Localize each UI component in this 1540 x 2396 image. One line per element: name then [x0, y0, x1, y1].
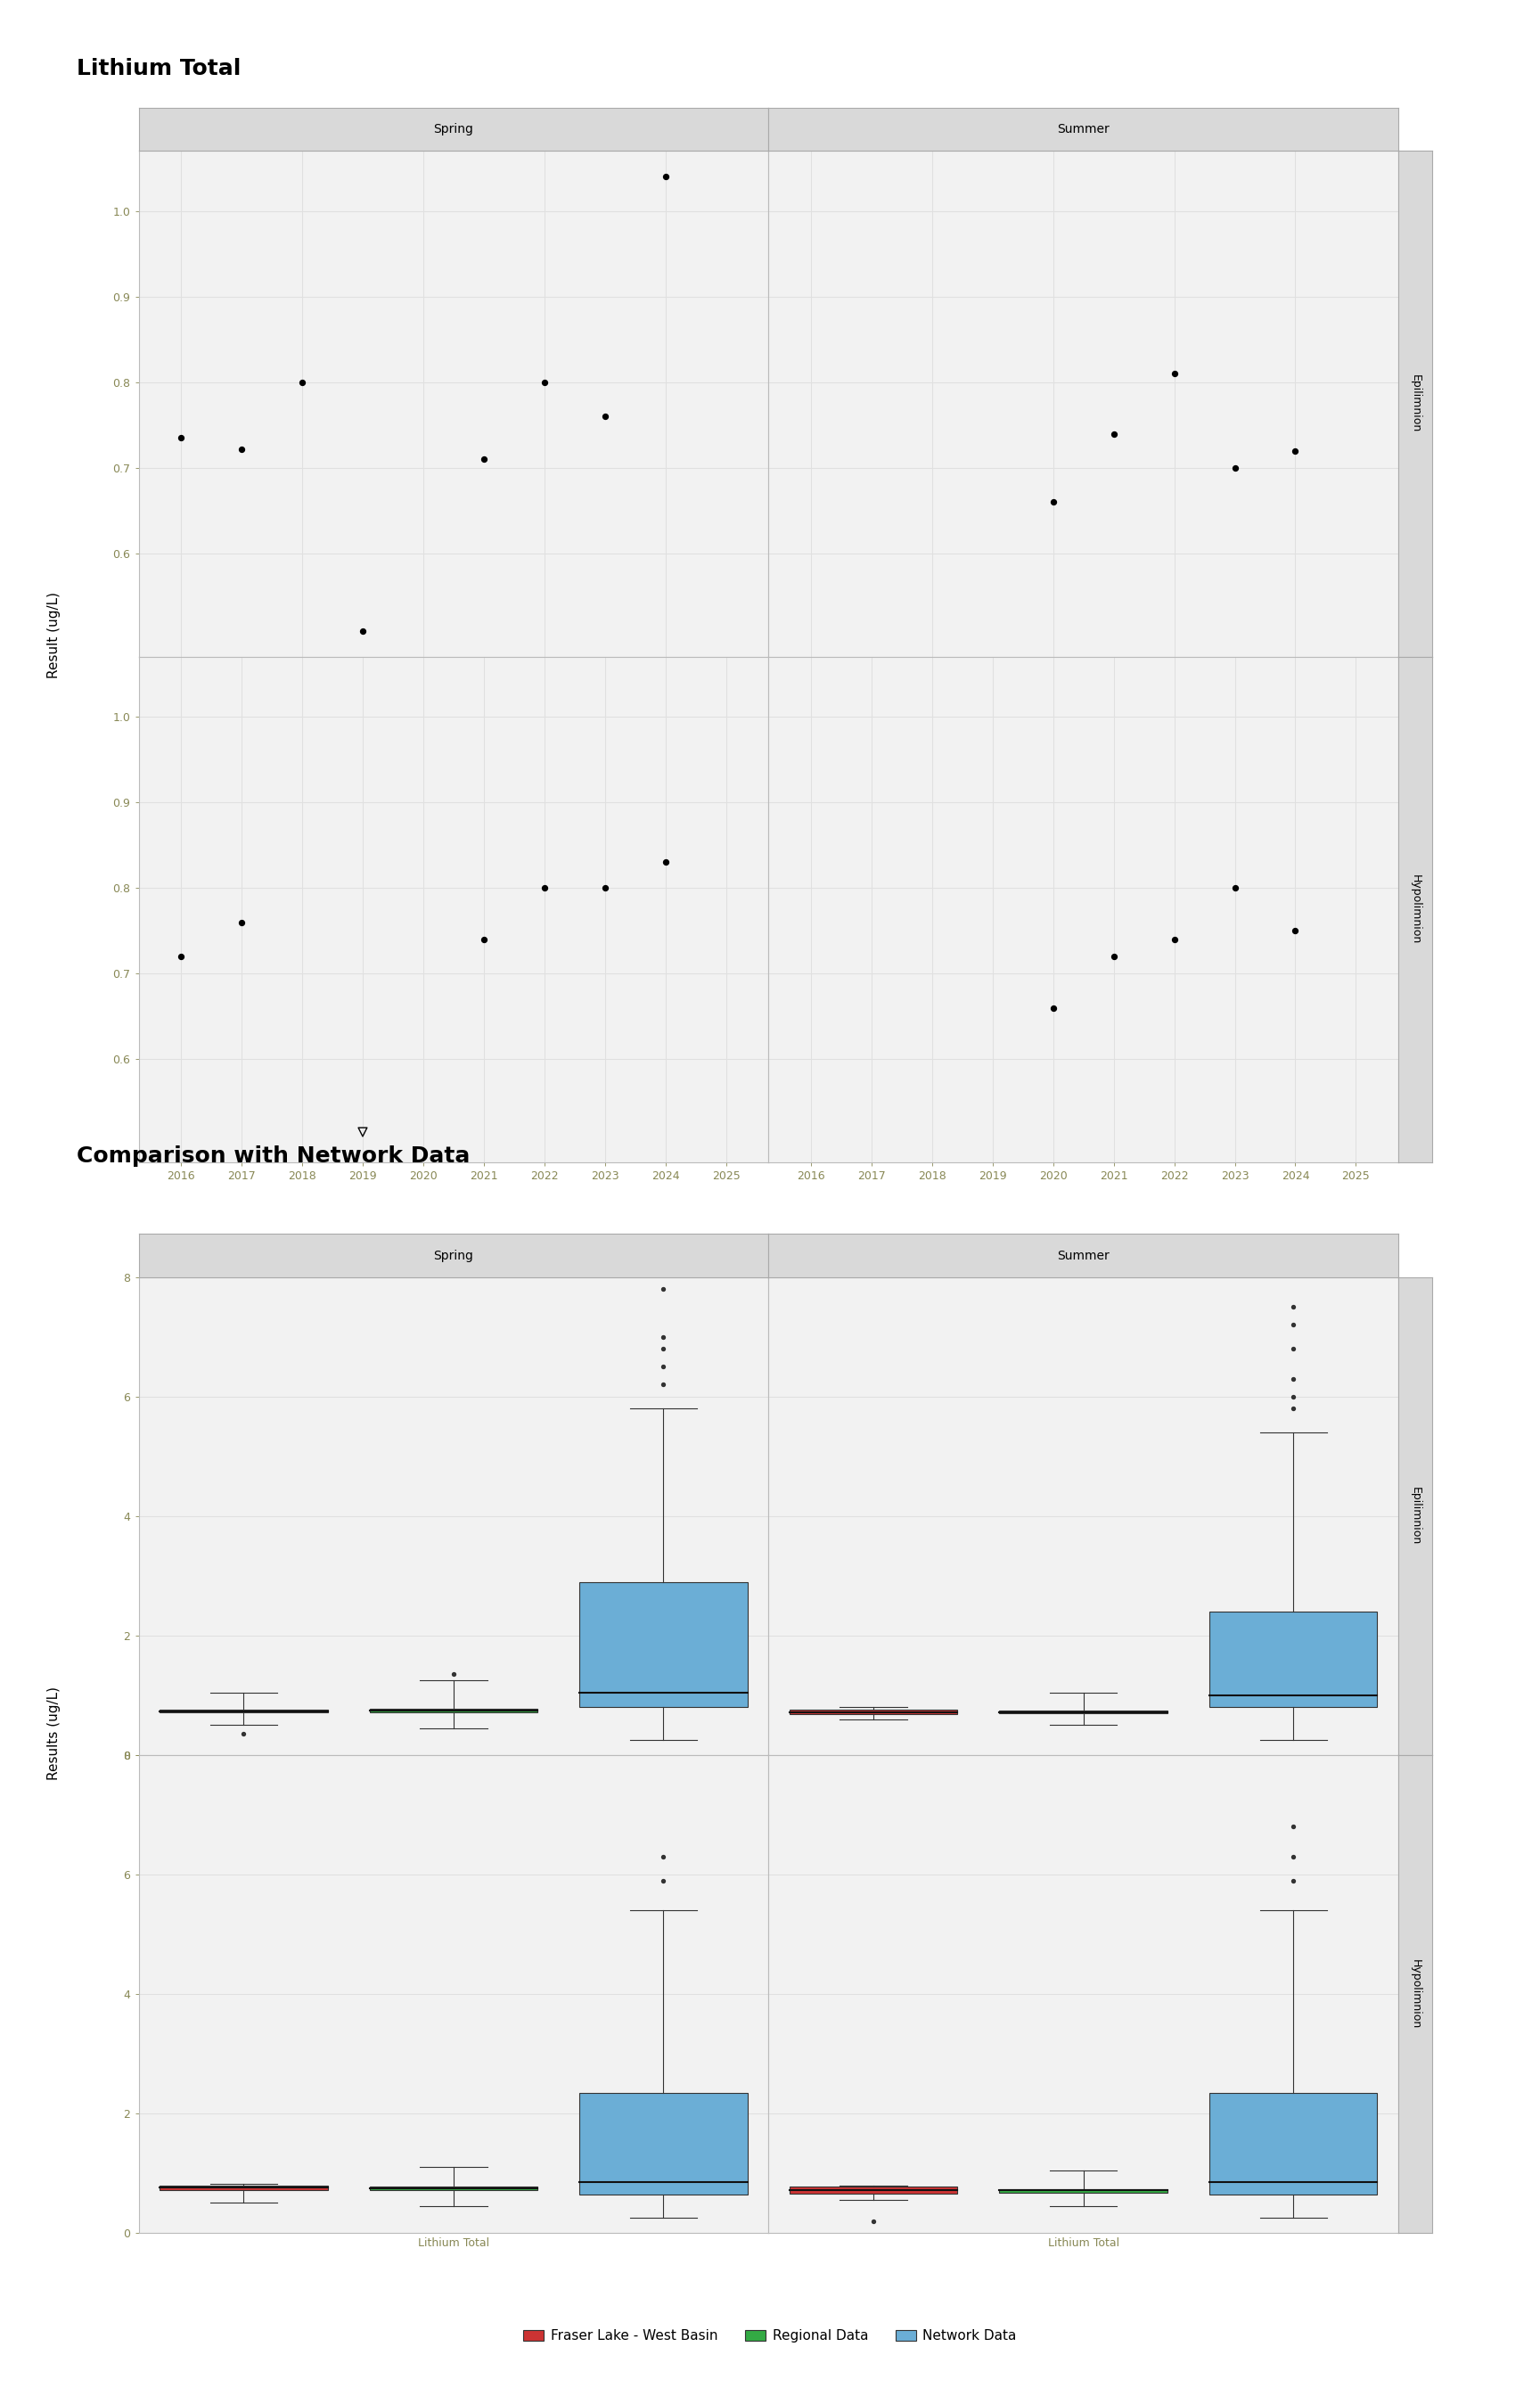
Point: [1041, 990, 1066, 1028]
Point: [1281, 1838, 1306, 1876]
Text: Lithium Total: Lithium Total: [77, 58, 242, 79]
Point: [290, 364, 314, 403]
Point: [1283, 431, 1307, 470]
Bar: [1209, 1613, 1377, 1708]
Text: Hypolimnion: Hypolimnion: [1409, 1960, 1421, 2029]
Bar: [579, 1581, 747, 1708]
Text: Spring: Spring: [434, 1248, 473, 1263]
Text: Hypolimnion: Hypolimnion: [1409, 875, 1421, 944]
Point: [1281, 1306, 1306, 1344]
Point: [861, 2202, 885, 2240]
Point: [1101, 937, 1126, 975]
Text: Epilimnion: Epilimnion: [1409, 374, 1421, 434]
Point: [653, 158, 678, 196]
Point: [651, 1862, 676, 1900]
Point: [531, 364, 556, 403]
Point: [651, 1330, 676, 1368]
Text: Result (ug/L): Result (ug/L): [48, 592, 60, 678]
Point: [1223, 870, 1247, 908]
Bar: [999, 2190, 1167, 2192]
Point: [531, 870, 556, 908]
Point: [229, 903, 254, 942]
Bar: [160, 2185, 328, 2190]
Point: [651, 1318, 676, 1356]
Point: [471, 920, 496, 958]
Point: [440, 1656, 465, 1694]
Point: [1101, 415, 1126, 453]
Point: [653, 843, 678, 882]
Bar: [370, 1708, 537, 1713]
Text: Results (ug/L): Results (ug/L): [48, 1687, 60, 1780]
Point: [229, 429, 254, 467]
Bar: [790, 1711, 958, 1716]
Point: [651, 1270, 676, 1308]
Bar: [790, 2188, 958, 2195]
Point: [593, 398, 618, 436]
Point: [351, 611, 376, 649]
Point: [471, 441, 496, 479]
Text: Comparison with Network Data: Comparison with Network Data: [77, 1145, 470, 1167]
Point: [1281, 1862, 1306, 1900]
Bar: [160, 1711, 328, 1713]
Point: [1161, 920, 1186, 958]
Bar: [579, 2092, 747, 2195]
Point: [651, 1838, 676, 1876]
Point: [651, 1366, 676, 1404]
Point: [169, 937, 194, 975]
Bar: [1209, 2092, 1377, 2195]
Point: [1281, 1378, 1306, 1416]
Point: [1281, 1359, 1306, 1397]
Text: Summer: Summer: [1058, 122, 1109, 137]
Text: Summer: Summer: [1058, 1248, 1109, 1263]
Text: Epilimnion: Epilimnion: [1409, 1488, 1421, 1545]
Point: [1281, 1807, 1306, 1845]
Point: [169, 419, 194, 458]
Legend: Fraser Lake - West Basin, Regional Data, Network Data: Fraser Lake - West Basin, Regional Data,…: [517, 2324, 1023, 2348]
Point: [1281, 1287, 1306, 1325]
Point: [351, 1112, 376, 1150]
Point: [1281, 1390, 1306, 1428]
Point: [593, 870, 618, 908]
Bar: [370, 2188, 537, 2190]
Point: [1041, 484, 1066, 522]
Point: [1283, 910, 1307, 949]
Point: [231, 1716, 256, 1754]
Point: [1281, 1330, 1306, 1368]
Point: [651, 1347, 676, 1385]
Point: [1223, 448, 1247, 486]
Text: Spring: Spring: [434, 122, 473, 137]
Point: [1161, 355, 1186, 393]
